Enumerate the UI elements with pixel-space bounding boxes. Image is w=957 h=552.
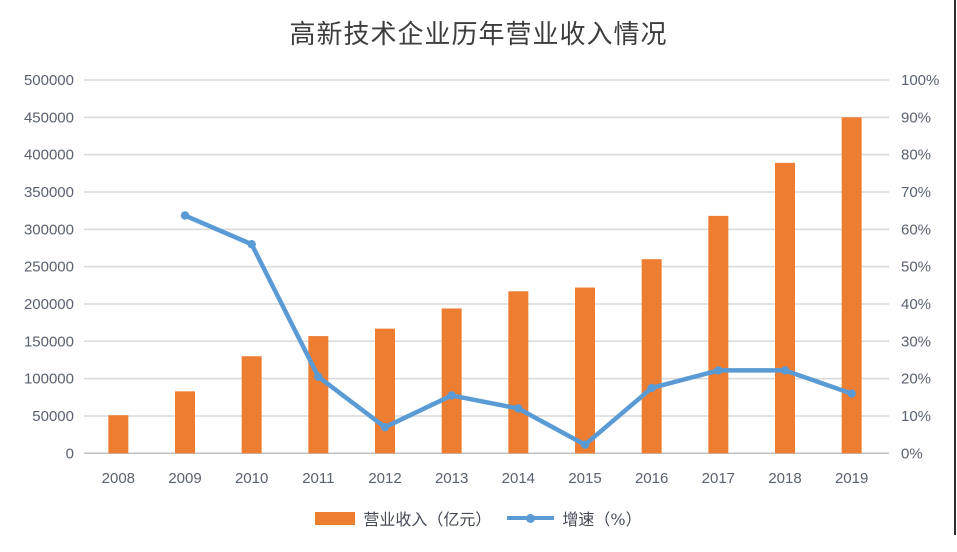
revenue-bar (841, 117, 862, 454)
x-axis-tick-label: 2009 (168, 470, 201, 487)
legend: 营业收入（亿元） 增速（%） (0, 506, 957, 530)
left-axis-tick-label: 500000 (24, 72, 74, 89)
growth-line-marker (580, 440, 590, 449)
legend-label-revenue: 营业收入（亿元） (363, 510, 492, 529)
revenue-bar (508, 291, 529, 454)
right-axis-tick-label: 50% (901, 259, 931, 276)
x-axis-tick-label: 2019 (835, 470, 868, 487)
x-axis-tick-label: 2008 (102, 470, 135, 487)
x-axis-tick-label: 2015 (568, 470, 601, 487)
revenue-bar (108, 415, 129, 454)
left-axis-tick-label: 150000 (24, 333, 74, 350)
x-axis-tick-label: 2016 (635, 470, 668, 487)
growth-line-marker (647, 383, 656, 393)
revenue-bar (241, 356, 262, 454)
left-axis-tick-label: 300000 (24, 221, 74, 238)
left-axis-tick-label: 100000 (24, 371, 74, 388)
right-axis-tick-label: 20% (901, 371, 931, 388)
revenue-bar (775, 162, 795, 454)
legend-item-growth[interactable]: 增速（%） (507, 506, 642, 530)
x-axis-tick-label: 2014 (502, 470, 535, 487)
line-series-swatch-icon (507, 513, 555, 524)
left-axis-tick-label: 0 (66, 445, 74, 462)
growth-line-marker (247, 240, 256, 249)
x-axis-tick-label: 2017 (702, 470, 735, 487)
x-axis-tick-label: 2011 (302, 470, 334, 487)
revenue-bar (641, 259, 662, 454)
growth-line-marker (447, 391, 456, 400)
chart-title: 高新技术企业历年营业收入情况 (289, 20, 668, 50)
right-axis-tick-label: 80% (901, 147, 931, 164)
revenue-bar (441, 308, 462, 454)
growth-line-marker (514, 404, 523, 413)
right-axis-tick-label: 10% (901, 408, 931, 425)
left-axis-tick-label: 350000 (24, 184, 74, 201)
growth-line-marker (847, 389, 856, 398)
left-axis-tick-label: 400000 (24, 147, 74, 164)
revenue-bar (575, 287, 595, 454)
left-axis-tick-label: 250000 (24, 259, 74, 276)
x-axis-tick-label: 2010 (235, 470, 268, 487)
x-axis-tick-label: 2018 (768, 470, 801, 487)
revenue-bar (175, 391, 195, 454)
legend-label-growth: 增速（%） (562, 510, 642, 529)
right-axis-tick-label: 100% (901, 72, 939, 89)
revenue-bar (708, 215, 729, 454)
x-axis-tick-label: 2012 (368, 470, 401, 487)
revenue-bar (375, 328, 395, 454)
right-axis-tick-label: 40% (901, 296, 931, 313)
growth-line-marker (780, 366, 790, 375)
right-axis-tick-label: 60% (901, 221, 931, 238)
growth-line-marker (714, 366, 723, 375)
right-axis-tick-label: 30% (901, 333, 931, 350)
left-axis-tick-label: 200000 (24, 296, 74, 313)
revenue-bar (308, 336, 329, 454)
left-axis-tick-label: 450000 (24, 109, 74, 126)
window-edge-line (954, 0, 956, 535)
right-axis-tick-label: 70% (901, 184, 931, 201)
left-axis-tick-label: 50000 (32, 408, 74, 425)
growth-line-marker (180, 211, 190, 220)
legend-item-revenue[interactable]: 营业收入（亿元） (315, 506, 491, 530)
x-axis-tick-label: 2013 (435, 470, 468, 487)
right-axis-tick-label: 0% (901, 445, 923, 462)
growth-line-marker (314, 372, 323, 381)
growth-line-marker (380, 422, 390, 432)
right-axis-tick-label: 90% (901, 109, 931, 126)
bar-series-swatch-icon (315, 511, 356, 525)
